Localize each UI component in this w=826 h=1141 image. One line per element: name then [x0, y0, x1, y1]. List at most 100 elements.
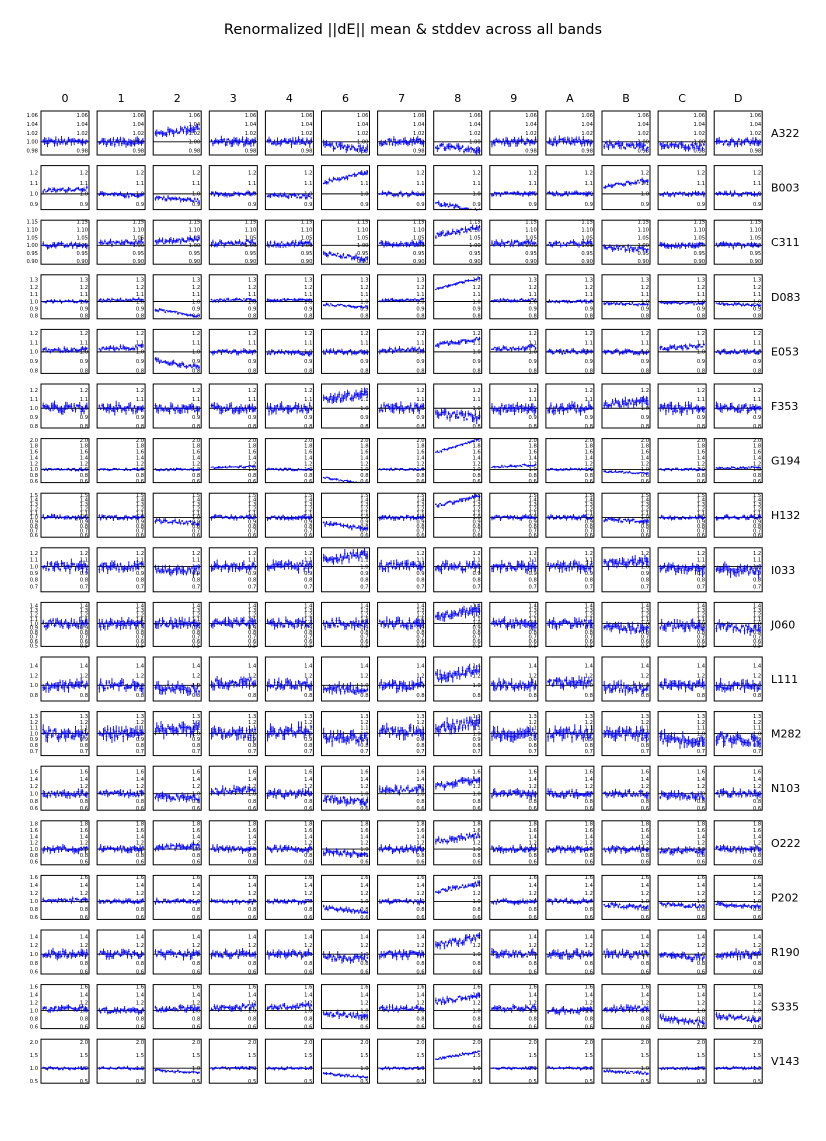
right-tick-label: 0.98	[301, 148, 313, 154]
right-tick-label: 1.04	[76, 122, 88, 128]
right-tick-label: 1.00	[189, 140, 201, 146]
right-tick-label: 1.3	[136, 278, 144, 284]
panel: 1.21.11.00.9	[434, 166, 482, 211]
y-tick-label: 1.02	[26, 131, 38, 137]
right-tick-label: 1.0	[360, 299, 368, 305]
row-label: F353	[771, 400, 798, 413]
right-tick-label: 1.06	[581, 113, 593, 119]
right-tick-label: 1.10	[357, 227, 369, 233]
y-tick-label: 1.2	[30, 388, 38, 394]
right-tick-label: 0.9	[697, 359, 705, 365]
right-tick-label: 1.02	[413, 131, 425, 137]
right-tick-label: 0.98	[750, 148, 762, 154]
panel: 1.31.21.11.00.90.8	[378, 275, 426, 320]
column-label: D	[734, 92, 742, 105]
right-tick-label: 1.06	[301, 113, 313, 119]
right-tick-label: 0.9	[136, 307, 144, 313]
right-tick-label: 1.02	[301, 131, 313, 137]
right-tick-label: 1.04	[245, 122, 257, 128]
right-tick-label: 1.1	[753, 181, 761, 187]
right-tick-label: 1.3	[697, 278, 705, 284]
right-tick-label: 0.98	[189, 148, 201, 154]
right-tick-label: 0.95	[525, 251, 537, 257]
y-tick-label: 0.8	[30, 368, 38, 374]
right-tick-label: 1.02	[133, 131, 145, 137]
right-tick-label: 0.9	[304, 359, 312, 365]
right-tick-label: 1.3	[360, 278, 368, 284]
right-tick-label: 1.3	[248, 278, 256, 284]
y-tick-label: 1.0	[30, 350, 38, 356]
right-tick-label: 0.9	[641, 202, 649, 208]
right-tick-label: 1.0	[529, 350, 537, 356]
panel: 1.21.11.00.90.8	[546, 329, 594, 374]
panel: 1.21.11.00.90.8	[602, 329, 650, 374]
panel: 1.21.11.00.90.8	[209, 384, 257, 430]
right-tick-label: 1.2	[641, 285, 649, 291]
right-tick-label: 1.2	[136, 285, 144, 291]
panel: 1.31.21.11.00.90.8	[602, 275, 650, 320]
panel: 1.061.041.021.000.98	[490, 111, 538, 155]
right-tick-label: 1.3	[641, 278, 649, 284]
right-tick-label: 1.0	[192, 299, 200, 305]
right-tick-label: 1.2	[641, 331, 649, 337]
column-label: 0	[62, 92, 69, 105]
column-label: 4	[286, 92, 293, 105]
right-tick-label: 0.9	[136, 359, 144, 365]
panel: 1.21.11.00.9	[714, 166, 762, 210]
right-tick-label: 1.2	[192, 285, 200, 291]
panel: 1.151.101.051.000.950.90	[322, 220, 370, 265]
right-tick-label: 1.05	[750, 235, 762, 241]
panel: 1.21.11.00.91.21.11.00.9	[30, 166, 89, 210]
right-tick-label: 1.04	[413, 122, 425, 128]
panel: 1.061.041.021.000.98	[97, 111, 145, 155]
panel: 1.151.101.051.000.950.90	[602, 220, 650, 265]
right-tick-label: 1.1	[529, 181, 537, 187]
panel: 1.21.11.00.90.8	[97, 329, 145, 374]
right-tick-label: 1.05	[469, 235, 481, 241]
right-tick-label: 1.1	[80, 340, 88, 346]
right-tick-label: 1.1	[192, 181, 200, 187]
right-tick-label: 0.95	[413, 251, 425, 257]
right-tick-label: 1.2	[753, 171, 761, 177]
panel: 1.31.21.11.00.90.8	[546, 275, 594, 320]
right-tick-label: 1.1	[529, 292, 537, 298]
right-tick-label: 0.9	[360, 202, 368, 208]
right-tick-label: 0.98	[413, 148, 425, 154]
column-label: 6	[342, 92, 349, 105]
panel: 1.061.041.021.000.98	[434, 111, 482, 155]
right-tick-label: 1.1	[641, 340, 649, 346]
right-tick-label: 1.2	[529, 285, 537, 291]
right-tick-label: 1.2	[304, 171, 312, 177]
panel: 1.31.21.11.00.90.8	[97, 275, 145, 320]
right-tick-label: 0.9	[697, 307, 705, 313]
right-tick-label: 0.8	[192, 424, 200, 430]
y-tick-label: 1.0	[30, 406, 38, 412]
right-tick-label: 0.9	[304, 202, 312, 208]
right-tick-label: 1.0	[360, 192, 368, 198]
right-tick-label: 0.9	[472, 202, 480, 208]
panel: 1.061.041.021.000.98	[265, 111, 313, 155]
right-tick-label: 1.1	[248, 340, 256, 346]
y-tick-label: 0.9	[30, 415, 38, 421]
chart-title: Renormalized ||dE|| mean & stddev across…	[224, 22, 602, 38]
panel: 1.061.041.021.000.98	[658, 111, 706, 155]
column-label: 1	[118, 92, 125, 105]
right-tick-label: 1.1	[136, 397, 144, 403]
right-tick-label: 1.06	[750, 113, 762, 119]
right-tick-label: 1.2	[472, 171, 480, 177]
panel: 1.21.11.00.9	[490, 166, 538, 210]
right-tick-label: 1.1	[248, 292, 256, 298]
right-tick-label: 0.95	[245, 251, 257, 257]
right-tick-label: 1.00	[357, 140, 369, 146]
right-tick-label: 1.1	[192, 340, 200, 346]
right-tick-label: 0.9	[529, 359, 537, 365]
right-tick-label: 1.02	[750, 131, 762, 137]
panel: 1.21.11.00.90.81.21.11.00.90.8	[30, 384, 89, 430]
right-tick-label: 1.1	[585, 181, 593, 187]
right-tick-label: 1.2	[192, 331, 200, 337]
y-tick-label: 1.00	[26, 243, 38, 249]
row-label: D083	[771, 291, 800, 304]
right-tick-label: 1.06	[133, 113, 145, 119]
y-tick-label: 0.98	[26, 148, 38, 154]
right-tick-label: 1.0	[472, 350, 480, 356]
